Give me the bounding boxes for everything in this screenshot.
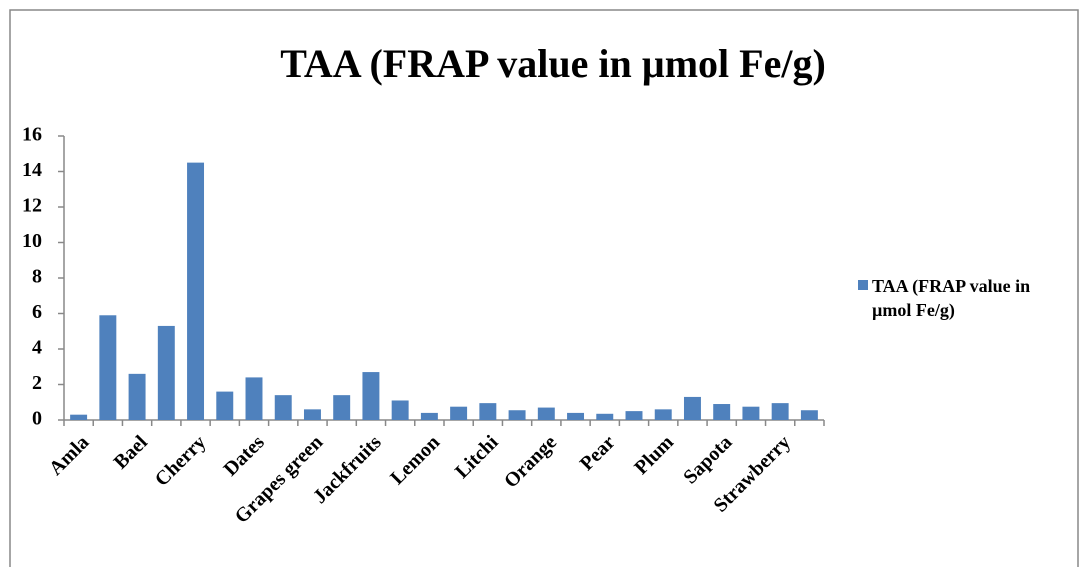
y-tick-label: 2 (32, 372, 42, 394)
x-tick-label: Dates (219, 431, 268, 480)
bar (420, 412, 438, 420)
x-tick-label: Cherry (151, 431, 211, 491)
y-tick-label: 14 (22, 159, 42, 181)
bar (245, 377, 263, 420)
bar (567, 412, 585, 420)
bar (771, 403, 789, 420)
bar (391, 400, 409, 420)
bar (216, 391, 234, 420)
bar (303, 409, 321, 420)
bar (274, 395, 292, 420)
bar (479, 403, 497, 420)
bar (508, 410, 526, 420)
bar (654, 409, 672, 420)
chart-border (9, 9, 1079, 567)
y-tick-label: 4 (32, 337, 42, 359)
bar (99, 315, 117, 420)
x-tick-label: Amla (45, 431, 94, 480)
bar (596, 413, 614, 420)
bar (362, 372, 380, 420)
bar (800, 410, 818, 420)
bar (128, 373, 146, 420)
bar (70, 414, 88, 420)
y-tick-label: 0 (32, 408, 42, 430)
bar (537, 407, 555, 420)
x-tick-label: Lemon (386, 431, 444, 489)
bar (450, 406, 468, 420)
y-tick-label: 6 (32, 301, 42, 323)
y-tick-label: 16 (22, 124, 42, 146)
y-tick-label: 10 (22, 230, 42, 252)
x-tick-label: Sapota (679, 431, 736, 488)
x-tick-label: Plum (630, 431, 678, 479)
x-tick-label: Bael (110, 431, 153, 474)
legend-label: TAA (FRAP value in µmol Fe/g) (872, 276, 1031, 320)
legend: TAA (FRAP value in µmol Fe/g) (858, 274, 1052, 322)
x-tick-label: Orange (500, 431, 561, 492)
x-tick-label: Litchi (451, 431, 503, 483)
x-tick-label: Pear (576, 431, 620, 475)
bar (625, 411, 643, 420)
legend-swatch (858, 280, 868, 290)
bar (187, 162, 205, 420)
y-tick-label: 8 (32, 266, 42, 288)
chart-title: TAA (FRAP value in µmol Fe/g) (280, 41, 826, 86)
bar (157, 325, 175, 420)
bar (333, 395, 351, 420)
y-tick-label: 12 (22, 195, 42, 217)
bar (742, 406, 760, 420)
bar (683, 396, 701, 420)
bar (713, 404, 731, 420)
